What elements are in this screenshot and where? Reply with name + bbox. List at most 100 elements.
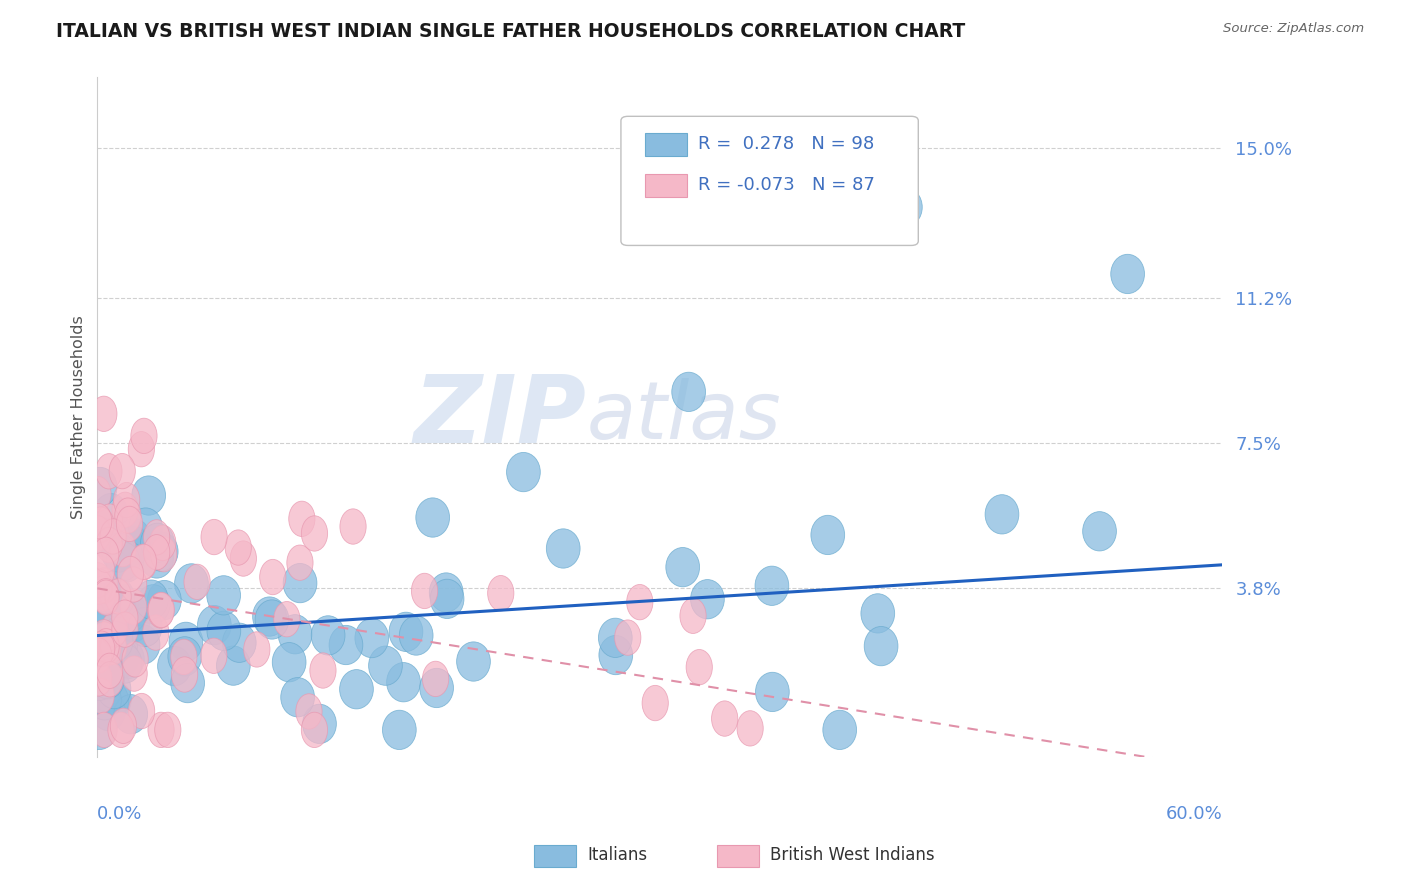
Ellipse shape	[150, 536, 177, 572]
Ellipse shape	[93, 629, 120, 664]
Ellipse shape	[89, 553, 115, 588]
Ellipse shape	[101, 612, 128, 648]
Ellipse shape	[128, 693, 155, 729]
Ellipse shape	[101, 609, 135, 648]
Ellipse shape	[157, 647, 191, 686]
Ellipse shape	[97, 597, 131, 636]
Ellipse shape	[136, 584, 170, 624]
Ellipse shape	[90, 659, 124, 698]
Ellipse shape	[91, 598, 125, 637]
Ellipse shape	[174, 564, 208, 603]
Ellipse shape	[382, 710, 416, 749]
Ellipse shape	[87, 507, 114, 542]
Ellipse shape	[811, 516, 845, 555]
Ellipse shape	[117, 507, 142, 541]
Ellipse shape	[755, 673, 789, 712]
Text: 0.0%: 0.0%	[97, 805, 143, 823]
Ellipse shape	[627, 584, 652, 620]
Ellipse shape	[97, 662, 124, 697]
Ellipse shape	[207, 611, 240, 650]
Ellipse shape	[430, 579, 464, 618]
Ellipse shape	[167, 637, 201, 676]
Ellipse shape	[295, 694, 322, 729]
Ellipse shape	[681, 599, 706, 633]
Ellipse shape	[412, 574, 437, 608]
Ellipse shape	[104, 625, 138, 665]
Ellipse shape	[111, 600, 138, 635]
Ellipse shape	[115, 603, 149, 642]
Ellipse shape	[354, 618, 388, 657]
Ellipse shape	[416, 498, 450, 537]
Text: Italians: Italians	[588, 847, 648, 864]
Ellipse shape	[93, 537, 120, 573]
Ellipse shape	[143, 534, 170, 570]
Text: R = -0.073   N = 87: R = -0.073 N = 87	[699, 176, 875, 194]
Ellipse shape	[737, 711, 763, 746]
Ellipse shape	[100, 630, 127, 665]
Ellipse shape	[201, 519, 228, 555]
Ellipse shape	[260, 559, 285, 595]
Ellipse shape	[711, 701, 738, 736]
Ellipse shape	[643, 685, 668, 721]
Ellipse shape	[614, 620, 641, 656]
Text: ITALIAN VS BRITISH WEST INDIAN SINGLE FATHER HOUSEHOLDS CORRELATION CHART: ITALIAN VS BRITISH WEST INDIAN SINGLE FA…	[56, 22, 966, 41]
Ellipse shape	[149, 525, 176, 560]
Ellipse shape	[132, 476, 166, 516]
Ellipse shape	[83, 656, 117, 695]
Y-axis label: Single Father Households: Single Father Households	[72, 316, 86, 519]
Ellipse shape	[301, 712, 328, 747]
Ellipse shape	[387, 663, 420, 702]
Ellipse shape	[117, 526, 150, 566]
Ellipse shape	[301, 516, 328, 551]
Ellipse shape	[889, 187, 922, 227]
Text: Source: ZipAtlas.com: Source: ZipAtlas.com	[1223, 22, 1364, 36]
Ellipse shape	[94, 493, 128, 533]
Ellipse shape	[93, 579, 120, 614]
Ellipse shape	[97, 653, 122, 689]
Ellipse shape	[101, 578, 135, 617]
Text: atlas: atlas	[586, 378, 782, 457]
Ellipse shape	[311, 615, 344, 655]
Ellipse shape	[112, 492, 138, 527]
Ellipse shape	[84, 583, 118, 623]
Ellipse shape	[83, 710, 117, 749]
Ellipse shape	[110, 532, 136, 566]
Ellipse shape	[127, 625, 160, 665]
Ellipse shape	[599, 635, 633, 674]
Ellipse shape	[101, 533, 135, 572]
Ellipse shape	[399, 615, 433, 656]
Ellipse shape	[148, 581, 181, 620]
Text: ZIP: ZIP	[413, 371, 586, 464]
Ellipse shape	[287, 545, 314, 581]
Ellipse shape	[329, 625, 363, 665]
Ellipse shape	[1083, 512, 1116, 551]
Ellipse shape	[115, 498, 141, 533]
Ellipse shape	[105, 639, 139, 678]
Ellipse shape	[84, 476, 111, 512]
Ellipse shape	[104, 584, 138, 624]
Ellipse shape	[84, 563, 111, 598]
Ellipse shape	[281, 678, 315, 717]
Ellipse shape	[94, 681, 128, 721]
Ellipse shape	[108, 712, 134, 747]
Ellipse shape	[429, 573, 463, 612]
Ellipse shape	[155, 712, 181, 747]
Ellipse shape	[86, 638, 111, 673]
Ellipse shape	[97, 670, 131, 709]
Ellipse shape	[83, 661, 117, 700]
Ellipse shape	[86, 584, 120, 624]
Ellipse shape	[131, 544, 156, 580]
Ellipse shape	[96, 527, 122, 563]
Ellipse shape	[547, 529, 581, 568]
Ellipse shape	[309, 653, 336, 689]
Text: R =  0.278   N = 98: R = 0.278 N = 98	[699, 135, 875, 153]
Ellipse shape	[121, 656, 148, 691]
Ellipse shape	[84, 516, 111, 551]
Ellipse shape	[169, 623, 202, 662]
Ellipse shape	[129, 508, 163, 547]
Ellipse shape	[274, 601, 299, 637]
Ellipse shape	[110, 708, 136, 744]
Ellipse shape	[170, 664, 204, 703]
Ellipse shape	[135, 580, 169, 619]
Ellipse shape	[288, 501, 315, 536]
